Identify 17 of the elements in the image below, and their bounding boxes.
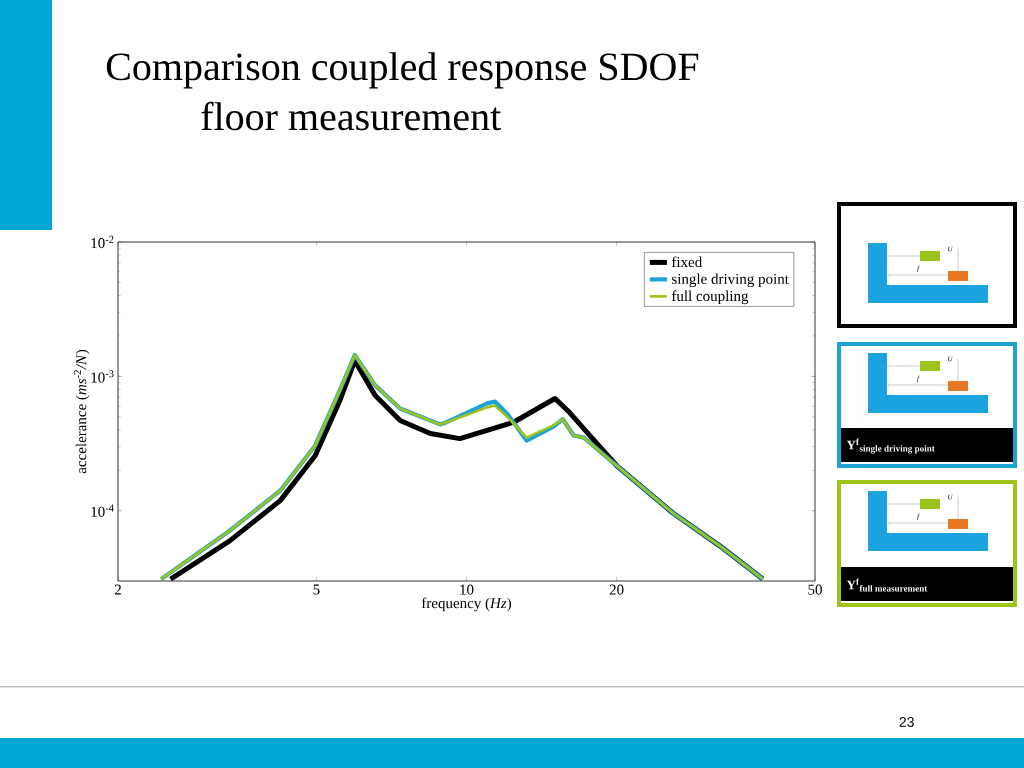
- y-tick-label: 10$^{-3}$: [91, 370, 114, 383]
- legend-label: fixed: [671, 256, 703, 268]
- x-tick-label: 5: [313, 584, 320, 595]
- x-tick-label: 2: [114, 584, 121, 595]
- x-tick-label: 20: [609, 584, 624, 595]
- x-tick-label: 10: [460, 584, 474, 595]
- y-axis-title: accelerance (ms$^{-2}$/N): [73, 349, 90, 474]
- legend-label: full coupling: [671, 290, 749, 305]
- text: Y$^{f}$full measurement: [846, 578, 928, 592]
- y-tick-label: 10$^{-4}$: [91, 504, 114, 517]
- y-tick-label: 10$^{-2}$: [91, 235, 114, 249]
- text: 23: [899, 717, 914, 727]
- x-axis-title: frequency (Hz): [421, 597, 512, 612]
- text: Y$^{f}$single driving point: [846, 438, 935, 454]
- x-tick-label: 50: [808, 584, 822, 595]
- legend-label: single driving point: [672, 273, 789, 288]
- chart-title: Comparison coupled response SDOF floor measurement: [106, 52, 699, 131]
